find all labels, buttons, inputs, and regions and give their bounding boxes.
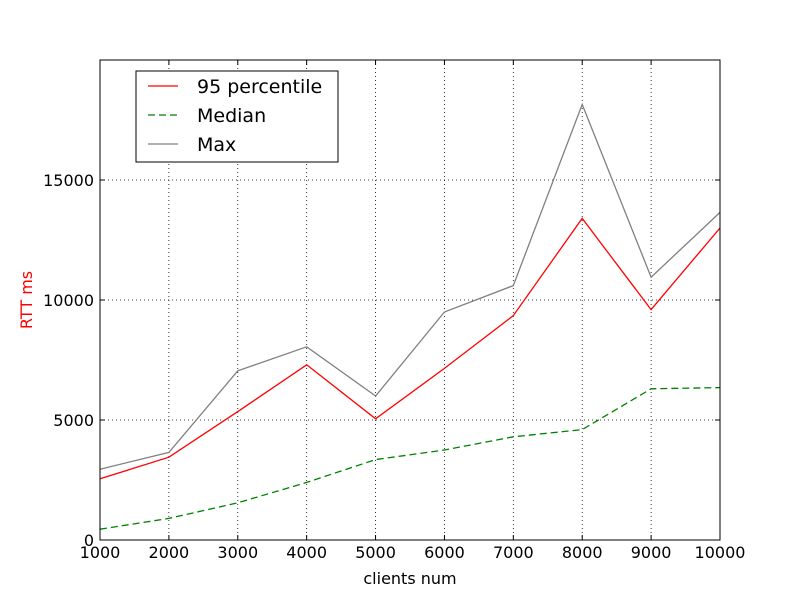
x-tick-label: 1000 bbox=[80, 543, 121, 562]
x-tick-label: 3000 bbox=[217, 543, 258, 562]
x-tick-label: 8000 bbox=[562, 543, 603, 562]
legend-label: 95 percentile bbox=[197, 76, 322, 98]
y-axis-label: RTT ms bbox=[17, 271, 36, 329]
x-tick-label: 4000 bbox=[286, 543, 327, 562]
x-tick-label: 7000 bbox=[493, 543, 534, 562]
axis-ticks: 1000 2000 3000 4000 5000 6000 7000 8000 9000 1000… bbox=[43, 60, 745, 562]
x-tick-label: 2000 bbox=[149, 543, 190, 562]
x-tick-label: 10000 bbox=[695, 543, 746, 562]
series-line-95-percentile bbox=[99, 217, 721, 480]
legend-label: Median bbox=[197, 105, 266, 127]
x-tick-label: 6000 bbox=[424, 543, 465, 562]
series-lines bbox=[99, 102, 721, 530]
y-tick-label: 5000 bbox=[53, 411, 94, 430]
y-tick-label: 15000 bbox=[43, 171, 94, 190]
legend-label: Max bbox=[197, 134, 236, 156]
legend: 95 percentile Median Max bbox=[135, 70, 339, 163]
x-axis-label: clients num bbox=[363, 569, 456, 588]
x-tick-label: 5000 bbox=[355, 543, 396, 562]
y-tick-label: 10000 bbox=[43, 291, 94, 310]
y-tick-label: 0 bbox=[84, 531, 94, 550]
series-line-max bbox=[99, 102, 721, 470]
x-tick-label: 9000 bbox=[631, 543, 672, 562]
series-line-median bbox=[99, 386, 721, 530]
